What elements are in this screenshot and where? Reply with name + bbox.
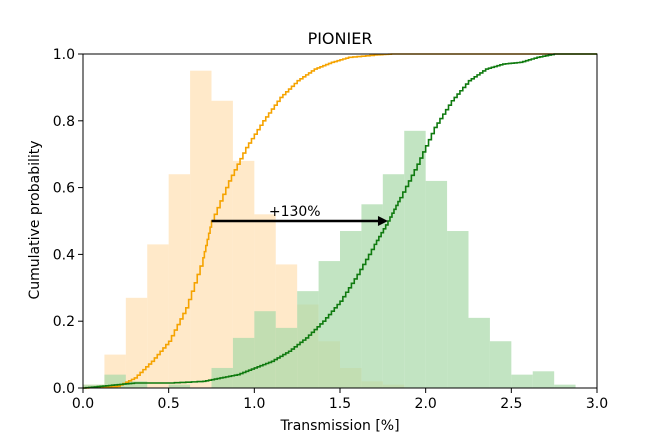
hist-0-bar-2 <box>125 297 148 388</box>
hist-0-bar-6 <box>211 100 233 388</box>
hist-1-bar-3 <box>168 384 191 388</box>
x-tick-label-2: 1.0 <box>243 396 265 412</box>
y-tick-label-5: 1.0 <box>53 47 75 63</box>
x-tick-label-1: 0.5 <box>158 396 180 412</box>
hist-1-bar-15 <box>447 231 469 388</box>
hist-1-bar-6 <box>254 311 276 388</box>
cdf-line-1 <box>83 53 597 389</box>
hist-1-bar-11 <box>361 204 383 388</box>
hist-1-bar-18 <box>511 374 533 388</box>
hist-1-bar-13 <box>404 130 426 388</box>
annotation-arrowhead-0 <box>377 216 388 226</box>
y-tick-label-0: 0.0 <box>53 381 75 397</box>
hist-1-bar-12 <box>382 174 405 388</box>
chart-title: PIONIER <box>308 29 373 48</box>
hist-1-bar-14 <box>425 180 448 388</box>
x-tick-label-6: 3.0 <box>586 396 608 412</box>
hist-0-bar-3 <box>147 244 169 388</box>
y-tick-label-1: 0.2 <box>53 314 75 330</box>
hist-1-bar-16 <box>468 317 490 388</box>
hist-1-bar-17 <box>489 341 512 388</box>
hist-1-bar-20 <box>554 384 576 388</box>
hist-1-bar-5 <box>232 337 255 388</box>
x-tick-label-4: 2.0 <box>415 396 437 412</box>
hist-1-bar-9 <box>318 261 340 388</box>
y-tick-label-4: 0.8 <box>53 114 75 130</box>
x-tick-label-0: 0.0 <box>72 396 94 412</box>
hist-0-bar-5 <box>190 70 212 388</box>
cdf-line-0 <box>83 53 597 389</box>
plot-area: +130% 0.0 0.5 1.0 1.5 2.0 2.5 3.0 0.0 0.2 0.4 0.6 0.… <box>53 47 608 412</box>
y-tick-label-2: 0.4 <box>53 247 75 263</box>
y-tick-label-3: 0.6 <box>53 181 75 197</box>
hist-1-bar-2 <box>125 381 148 388</box>
hist-1-bar-7 <box>275 327 298 388</box>
hist-1-bar-19 <box>532 371 555 388</box>
y-axis-label: Cumulative probability <box>27 140 43 299</box>
x-tick-label-5: 2.5 <box>500 396 522 412</box>
hist-1-bar-10 <box>340 231 362 388</box>
x-axis-label: Transmission [%] <box>279 418 399 434</box>
hist-0-bar-7 <box>232 160 255 388</box>
x-tick-label-3: 1.5 <box>329 396 351 412</box>
hist-1-bar-8 <box>297 291 319 388</box>
annotation-label-0: +130% <box>269 204 321 220</box>
hist-0-bar-4 <box>168 174 191 388</box>
